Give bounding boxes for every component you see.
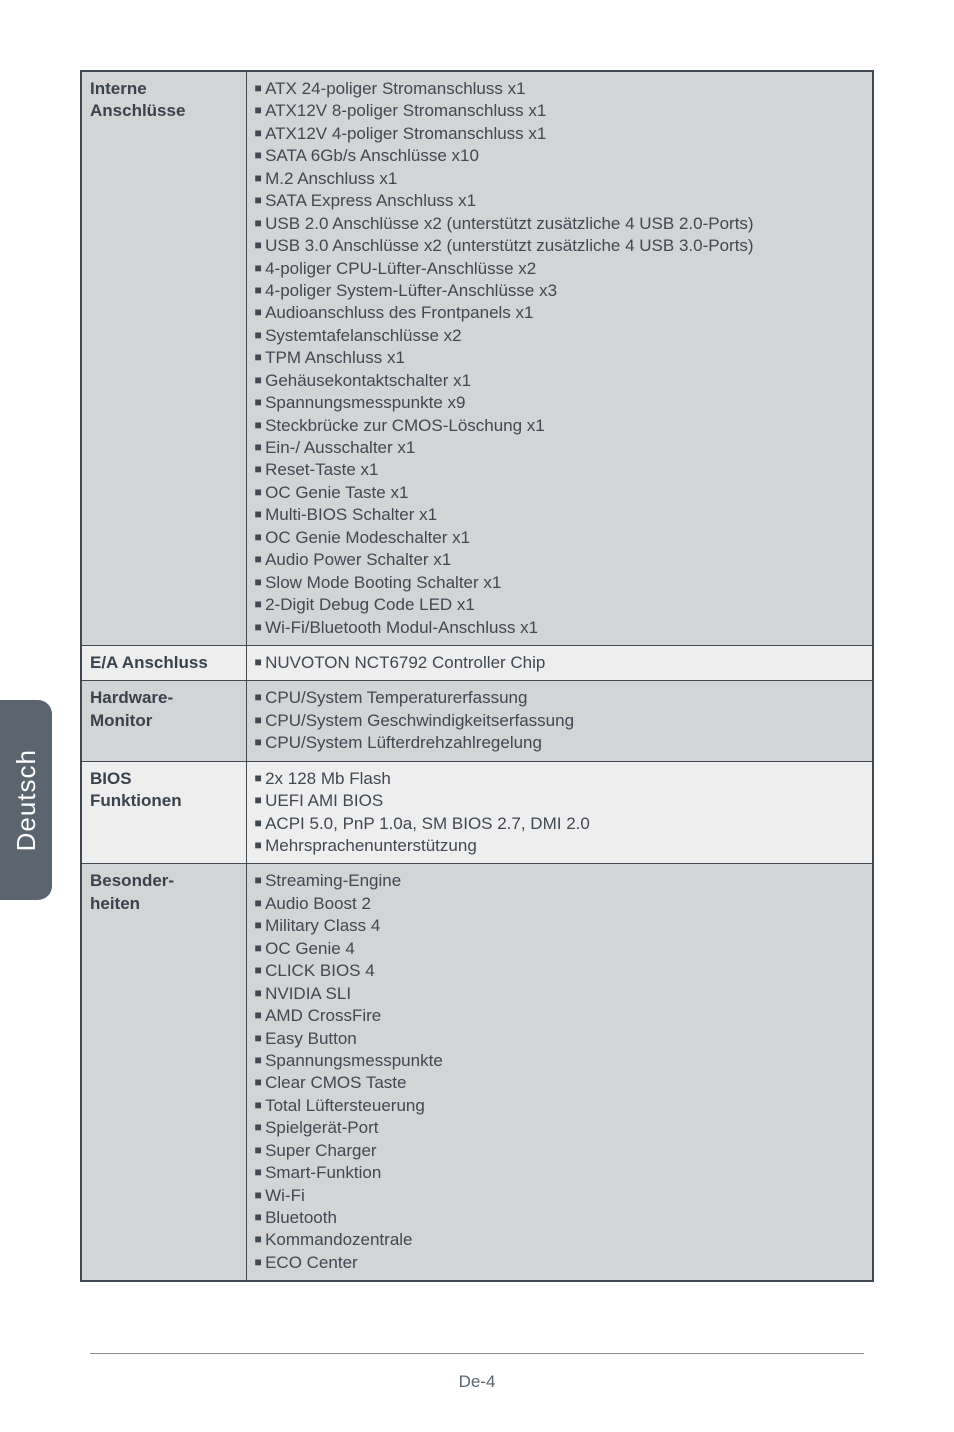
row-content: NUVOTON NCT6792 Controller Chip — [246, 645, 873, 680]
list-item: Multi-BIOS Schalter x1 — [255, 504, 865, 526]
spec-table-body: InterneAnschlüsseATX 24-poliger Stromans… — [81, 71, 873, 1281]
row-header: InterneAnschlüsse — [81, 71, 246, 645]
spec-table: InterneAnschlüsseATX 24-poliger Stromans… — [80, 70, 874, 1282]
list-item: CPU/System Geschwindigkeitserfassung — [255, 710, 865, 732]
list-item: 2-Digit Debug Code LED x1 — [255, 594, 865, 616]
list-item: Spannungsmesspunkte — [255, 1050, 865, 1072]
row-content: 2x 128 Mb FlashUEFI AMI BIOSACPI 5.0, Pn… — [246, 761, 873, 864]
row-header: BIOSFunktionen — [81, 761, 246, 864]
list-item: UEFI AMI BIOS — [255, 790, 865, 812]
list-item: Total Lüftersteuerung — [255, 1095, 865, 1117]
list-item: Wi-Fi — [255, 1185, 865, 1207]
row-header: Besonder-heiten — [81, 864, 246, 1281]
list-item: Super Charger — [255, 1140, 865, 1162]
list-item: Ein-/ Ausschalter x1 — [255, 437, 865, 459]
row-content: ATX 24-poliger Stromanschluss x1ATX12V 8… — [246, 71, 873, 645]
list-item: Military Class 4 — [255, 915, 865, 937]
item-list: 2x 128 Mb FlashUEFI AMI BIOSACPI 5.0, Pn… — [255, 768, 865, 858]
row-content: CPU/System TemperaturerfassungCPU/System… — [246, 681, 873, 761]
table-row: InterneAnschlüsseATX 24-poliger Stromans… — [81, 71, 873, 645]
page-footer: De-4 — [0, 1353, 954, 1392]
list-item: ATX12V 8-poliger Stromanschluss x1 — [255, 100, 865, 122]
list-item: Kommandozentrale — [255, 1229, 865, 1251]
list-item: OC Genie Modeschalter x1 — [255, 527, 865, 549]
page-content: InterneAnschlüsseATX 24-poliger Stromans… — [0, 0, 954, 1282]
list-item: Slow Mode Booting Schalter x1 — [255, 572, 865, 594]
item-list: NUVOTON NCT6792 Controller Chip — [255, 652, 865, 674]
list-item: Audio Boost 2 — [255, 893, 865, 915]
table-row: BIOSFunktionen2x 128 Mb FlashUEFI AMI BI… — [81, 761, 873, 864]
list-item: SATA 6Gb/s Anschlüsse x10 — [255, 145, 865, 167]
table-row: Besonder-heitenStreaming-EngineAudio Boo… — [81, 864, 873, 1281]
row-content: Streaming-EngineAudio Boost 2Military Cl… — [246, 864, 873, 1281]
list-item: 2x 128 Mb Flash — [255, 768, 865, 790]
list-item: Systemtafelanschlüsse x2 — [255, 325, 865, 347]
list-item: USB 3.0 Anschlüsse x2 (unterstützt zusät… — [255, 235, 865, 257]
list-item: USB 2.0 Anschlüsse x2 (unterstützt zusät… — [255, 213, 865, 235]
list-item: CLICK BIOS 4 — [255, 960, 865, 982]
list-item: Clear CMOS Taste — [255, 1072, 865, 1094]
list-item: CPU/System Lüfterdrehzahlregelung — [255, 732, 865, 754]
row-header: Hardware-Monitor — [81, 681, 246, 761]
list-item: CPU/System Temperaturerfassung — [255, 687, 865, 709]
list-item: 4-poliger System-Lüfter-Anschlüsse x3 — [255, 280, 865, 302]
list-item: Streaming-Engine — [255, 870, 865, 892]
list-item: Gehäusekontaktschalter x1 — [255, 370, 865, 392]
list-item: Spannungsmesspunkte x9 — [255, 392, 865, 414]
item-list: CPU/System TemperaturerfassungCPU/System… — [255, 687, 865, 754]
footer-divider — [90, 1353, 864, 1354]
list-item: Spielgerät-Port — [255, 1117, 865, 1139]
list-item: Smart-Funktion — [255, 1162, 865, 1184]
table-row: E/A Anschluss NUVOTON NCT6792 Controller … — [81, 645, 873, 680]
list-item: Audioanschluss des Frontpanels x1 — [255, 302, 865, 324]
row-header: E/A Anschluss — [81, 645, 246, 680]
list-item: SATA Express Anschluss x1 — [255, 190, 865, 212]
list-item: Wi-Fi/Bluetooth Modul-Anschluss x1 — [255, 617, 865, 639]
list-item: NUVOTON NCT6792 Controller Chip — [255, 652, 865, 674]
page-number: De-4 — [459, 1372, 496, 1391]
list-item: Mehrsprachenunterstützung — [255, 835, 865, 857]
list-item: Bluetooth — [255, 1207, 865, 1229]
list-item: M.2 Anschluss x1 — [255, 168, 865, 190]
list-item: ATX 24-poliger Stromanschluss x1 — [255, 78, 865, 100]
list-item: AMD CrossFire — [255, 1005, 865, 1027]
list-item: Steckbrücke zur CMOS-Löschung x1 — [255, 415, 865, 437]
list-item: OC Genie Taste x1 — [255, 482, 865, 504]
table-row: Hardware-MonitorCPU/System Temperaturerf… — [81, 681, 873, 761]
list-item: NVIDIA SLI — [255, 983, 865, 1005]
list-item: Easy Button — [255, 1028, 865, 1050]
item-list: ATX 24-poliger Stromanschluss x1ATX12V 8… — [255, 78, 865, 639]
list-item: ACPI 5.0, PnP 1.0a, SM BIOS 2.7, DMI 2.0 — [255, 813, 865, 835]
list-item: 4-poliger CPU-Lüfter-Anschlüsse x2 — [255, 258, 865, 280]
item-list: Streaming-EngineAudio Boost 2Military Cl… — [255, 870, 865, 1274]
list-item: ECO Center — [255, 1252, 865, 1274]
list-item: Reset-Taste x1 — [255, 459, 865, 481]
list-item: Audio Power Schalter x1 — [255, 549, 865, 571]
list-item: ATX12V 4-poliger Stromanschluss x1 — [255, 123, 865, 145]
list-item: OC Genie 4 — [255, 938, 865, 960]
list-item: TPM Anschluss x1 — [255, 347, 865, 369]
